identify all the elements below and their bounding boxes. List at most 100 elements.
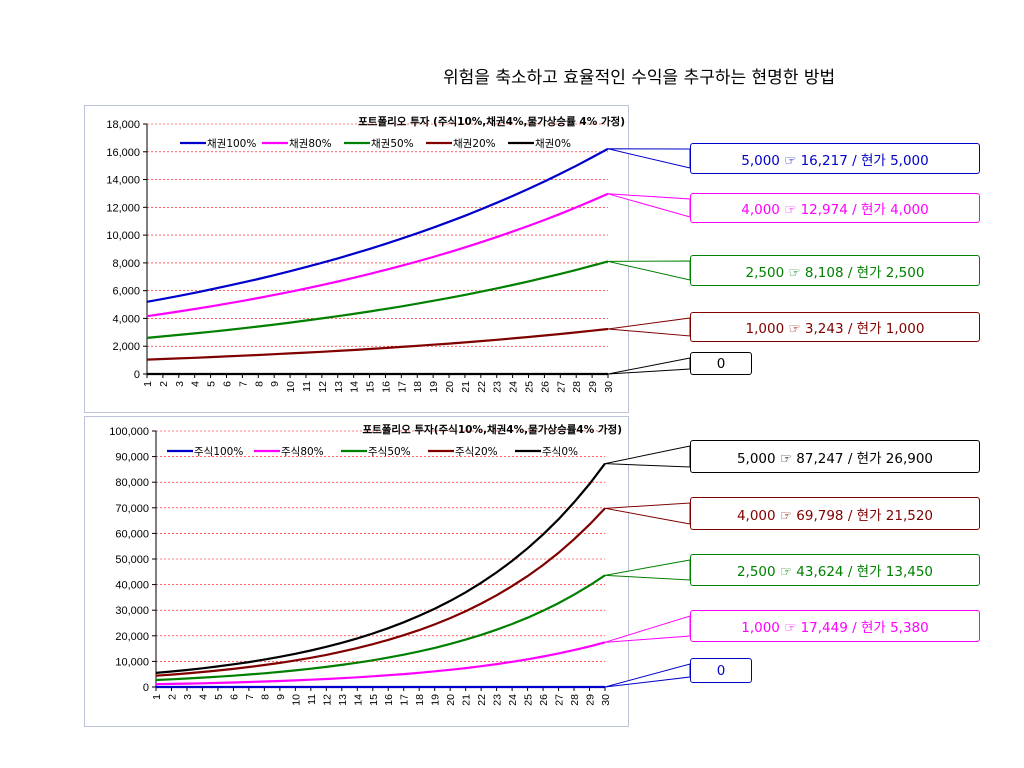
callout-box: 0 bbox=[690, 352, 752, 375]
x-tick-label: 18 bbox=[414, 694, 426, 706]
series-line bbox=[146, 260, 609, 339]
x-tick-label: 30 bbox=[603, 381, 615, 393]
y-tick-label: 2,000 bbox=[112, 341, 140, 353]
x-tick-label: 21 bbox=[460, 381, 472, 393]
slide-title: 위험을 축소하고 효율적인 수익을 추구하는 현명한 방법 bbox=[443, 68, 836, 88]
x-tick-label: 26 bbox=[539, 381, 551, 393]
x-tick-label: 27 bbox=[555, 381, 567, 393]
y-tick-label: 50,000 bbox=[115, 554, 149, 566]
x-tick-label: 6 bbox=[221, 381, 233, 387]
x-tick-label: 10 bbox=[285, 381, 297, 393]
y-tick-label: 30,000 bbox=[115, 605, 149, 617]
x-tick-label: 11 bbox=[306, 694, 318, 705]
x-tick-label: 29 bbox=[585, 694, 597, 706]
legend-label: 채권100% bbox=[207, 138, 256, 150]
x-tick-label: 22 bbox=[476, 381, 488, 393]
chart-frame-stock-portfolio: 0 10,000 20,000 30,000 40,000 50,000 60,000 70,… bbox=[84, 416, 629, 727]
x-tick-label: 22 bbox=[476, 694, 488, 706]
y-tick-label: 20,000 bbox=[115, 631, 149, 643]
x-tick-label: 27 bbox=[554, 694, 566, 706]
x-tick-label: 3 bbox=[174, 381, 186, 387]
callout-box: 4,000 ☞ 69,798 / 현가 21,520 bbox=[690, 497, 980, 530]
series-line bbox=[155, 507, 606, 677]
legend-label: 채권20% bbox=[453, 138, 496, 150]
y-tick-label: 0 bbox=[143, 682, 149, 694]
series-line bbox=[155, 641, 606, 686]
y-tick-label: 80,000 bbox=[115, 477, 149, 489]
y-tick-label: 10,000 bbox=[115, 656, 149, 668]
y-tick-label: 4,000 bbox=[112, 313, 140, 325]
x-tick-label: 16 bbox=[383, 694, 395, 706]
x-tick-label: 2 bbox=[158, 381, 170, 387]
x-tick-label: 23 bbox=[492, 381, 504, 393]
x-tick-label: 8 bbox=[253, 381, 265, 387]
x-tick-label: 5 bbox=[213, 694, 225, 700]
x-tick-label: 1 bbox=[142, 381, 154, 387]
x-tick-label: 4 bbox=[197, 694, 209, 700]
callout-box: 5,000 ☞ 16,217 / 현가 5,000 bbox=[690, 143, 980, 174]
x-tick-label: 15 bbox=[365, 381, 377, 393]
x-tick-label: 1 bbox=[151, 694, 163, 700]
x-tick-label: 14 bbox=[349, 381, 361, 393]
callout-box: 1,000 ☞ 17,449 / 현가 5,380 bbox=[690, 610, 980, 642]
x-tick-label: 2 bbox=[166, 694, 178, 700]
y-tick-label: 70,000 bbox=[115, 503, 149, 515]
series-line bbox=[146, 327, 609, 361]
series-line bbox=[146, 192, 609, 318]
x-tick-label: 13 bbox=[333, 381, 345, 393]
x-tick-label: 24 bbox=[508, 381, 520, 393]
y-tick-label: 10,000 bbox=[106, 230, 140, 242]
series-line bbox=[155, 574, 606, 682]
chart-stock-portfolio: 0 10,000 20,000 30,000 40,000 50,000 60,000 70,… bbox=[109, 423, 622, 706]
callout-box: 2,500 ☞ 8,108 / 현가 2,500 bbox=[690, 255, 980, 286]
x-tick-label: 5 bbox=[206, 381, 218, 387]
legend-label: 주식100% bbox=[194, 446, 243, 458]
x-tick-label: 8 bbox=[259, 694, 271, 700]
x-tick-label: 28 bbox=[569, 694, 581, 706]
x-tick-label: 16 bbox=[380, 381, 392, 393]
x-tick-label: 25 bbox=[523, 694, 535, 706]
y-tick-label: 100,000 bbox=[109, 426, 149, 438]
legend-label: 주식50% bbox=[368, 446, 411, 458]
x-tick-label: 10 bbox=[290, 694, 302, 706]
y-tick-label: 90,000 bbox=[115, 452, 149, 464]
x-tick-label: 15 bbox=[368, 694, 380, 706]
x-tick-label: 13 bbox=[337, 694, 349, 706]
y-tick-label: 14,000 bbox=[106, 175, 140, 187]
x-tick-label: 6 bbox=[228, 694, 240, 700]
legend-label: 주식80% bbox=[281, 446, 324, 458]
x-tick-label: 3 bbox=[182, 694, 194, 700]
y-tick-label: 60,000 bbox=[115, 528, 149, 540]
x-tick-label: 12 bbox=[321, 694, 333, 706]
legend-label: 주식0% bbox=[542, 446, 578, 458]
x-tick-label: 29 bbox=[587, 381, 599, 393]
y-tick-label: 0 bbox=[134, 369, 140, 381]
series-line bbox=[146, 147, 609, 303]
x-tick-label: 17 bbox=[399, 694, 411, 706]
x-tick-label: 23 bbox=[492, 694, 504, 706]
x-tick-label: 7 bbox=[237, 381, 249, 387]
x-tick-label: 21 bbox=[461, 694, 473, 706]
x-tick-label: 12 bbox=[317, 381, 329, 393]
x-tick-label: 30 bbox=[600, 694, 612, 706]
x-tick-label: 19 bbox=[428, 381, 440, 393]
chart-title: 포트폴리오 투자 (주식10%,채권4%,물가상승률 4% 가정) bbox=[358, 115, 625, 128]
callout-box: 5,000 ☞ 87,247 / 현가 26,900 bbox=[690, 440, 980, 473]
x-tick-label: 28 bbox=[571, 381, 583, 393]
legend-label: 채권80% bbox=[289, 138, 332, 150]
x-tick-label: 9 bbox=[275, 694, 287, 700]
callout-box: 1,000 ☞ 3,243 / 현가 1,000 bbox=[690, 312, 980, 342]
series-line bbox=[155, 462, 606, 674]
chart-title: 포트폴리오 투자(주식10%,채권4%,물가상승률4% 가정) bbox=[362, 423, 622, 436]
x-tick-label: 9 bbox=[269, 381, 281, 387]
x-tick-label: 14 bbox=[352, 694, 364, 706]
y-tick-label: 40,000 bbox=[115, 580, 149, 592]
y-tick-label: 6,000 bbox=[112, 286, 140, 298]
y-tick-label: 12,000 bbox=[106, 202, 140, 214]
x-tick-label: 11 bbox=[301, 381, 313, 392]
callout-box: 4,000 ☞ 12,974 / 현가 4,000 bbox=[690, 193, 980, 223]
x-tick-label: 4 bbox=[190, 381, 202, 387]
x-tick-label: 7 bbox=[244, 694, 256, 700]
x-tick-label: 17 bbox=[396, 381, 408, 393]
x-tick-label: 20 bbox=[445, 694, 457, 706]
